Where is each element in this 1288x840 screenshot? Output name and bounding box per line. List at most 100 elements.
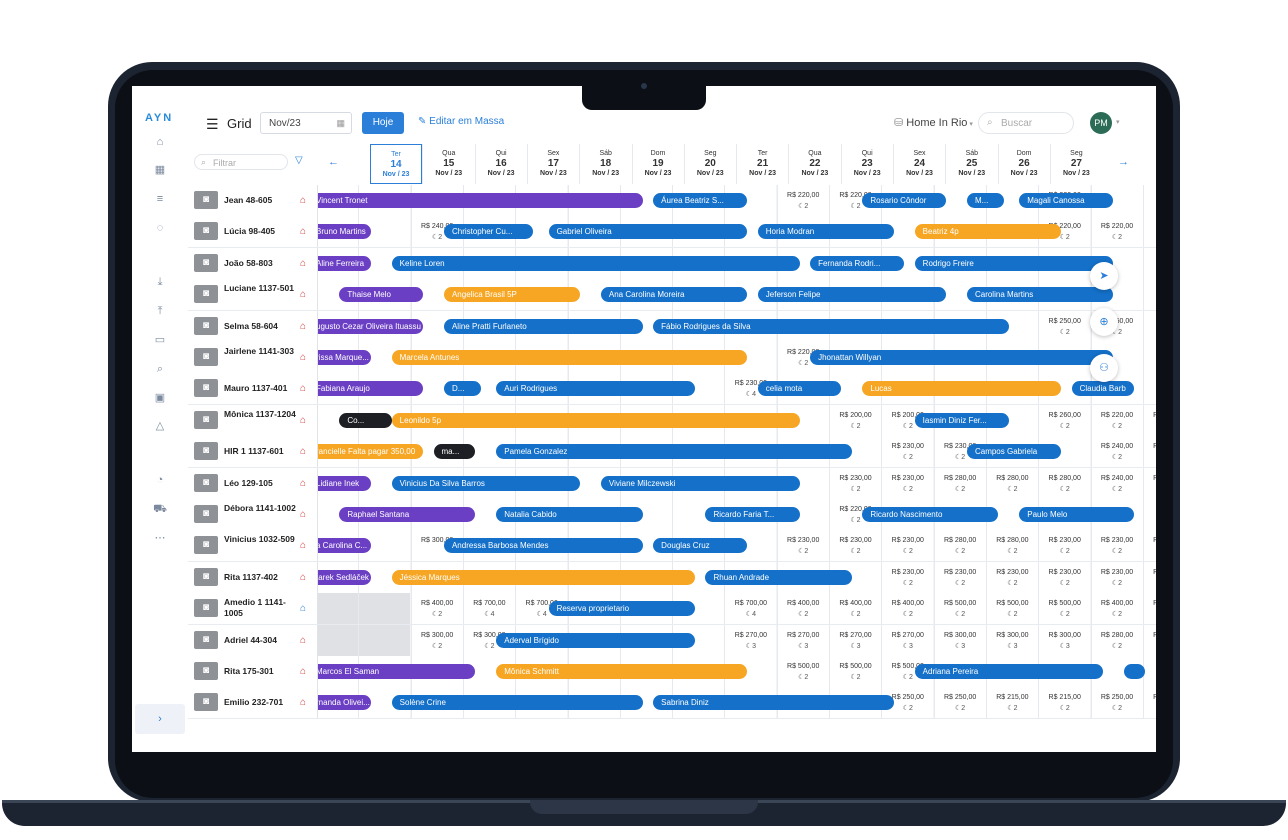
day-cell[interactable]: R$ 500,00 ☾2 — [985, 593, 1038, 625]
reservation-bar[interactable]: Áurea Beatriz S... — [653, 193, 748, 208]
reservation-bar[interactable]: a Carolina C... — [308, 538, 371, 554]
reservation-bar[interactable]: Marcela Antunes — [391, 350, 748, 365]
list-icon[interactable]: ≡ — [156, 193, 164, 205]
day-cell[interactable]: R$ 300,00 ☾2 — [410, 624, 463, 656]
day-cell[interactable]: R$ 230,00☾2 — [1038, 561, 1091, 593]
reservation-bar[interactable]: Ricardo Nascimento — [862, 507, 999, 522]
reservation-bar[interactable]: Rhuan Andrade — [705, 569, 852, 585]
reservation-bar[interactable]: Angelica Brasil 5P — [443, 287, 580, 303]
reservation-bar[interactable]: rnanda Olivei... — [308, 695, 371, 711]
unit-cell[interactable]: ◙ Adriel 44-304 ⌂ — [188, 624, 318, 656]
chat-icon[interactable]: ◌ — [156, 222, 164, 234]
day-cell[interactable]: R$ 500,00 ☾2 — [829, 656, 881, 687]
bulk-edit-button[interactable]: ✎ Editar em Massa — [418, 116, 504, 127]
day-cell[interactable]: R$ 280,00 ☾2 — [933, 530, 986, 562]
search-input[interactable]: ⌕ Buscar — [978, 112, 1074, 134]
camera-icon[interactable]: ◙ — [194, 505, 218, 523]
camera-icon[interactable]: ◙ — [194, 285, 218, 304]
reservation-bar[interactable]: Paulo Melo — [1019, 507, 1135, 522]
reservation-bar[interactable]: Douglas Cruz — [653, 538, 748, 554]
day-cell[interactable]: R$ 240,00 ☾2 — [1142, 467, 1156, 499]
day-header-23[interactable]: Qui 23 Nov / 23 — [840, 144, 893, 184]
reservation-bar[interactable]: Aline Pratti Furlaneto — [443, 318, 643, 334]
day-cell[interactable]: R$ 700,00 ☾4 — [724, 593, 777, 625]
reservation-bar[interactable]: Campos Gabriela — [966, 444, 1062, 460]
day-header-14[interactable]: Ter 14 Nov / 23 — [370, 144, 422, 184]
day-cell[interactable]: R$ 230,00☾2 — [1038, 530, 1091, 562]
camera-icon[interactable]: ◙ — [194, 599, 218, 618]
pie-chart-icon[interactable]: ◔ — [156, 474, 164, 486]
camera-icon[interactable]: ◙ — [194, 567, 218, 586]
day-cell[interactable]: R$ 220,00 ☾2 — [1090, 216, 1143, 248]
reservation-bar[interactable]: celia mota — [757, 381, 842, 397]
camera-icon[interactable]: ◙ — [194, 410, 218, 429]
day-cell[interactable]: R$ 270,00 ☾3 — [724, 624, 777, 656]
reservation-bar[interactable]: Andressa Barbosa Mendes — [443, 538, 643, 554]
day-cell[interactable]: R$ 270,00 ☾3 — [829, 624, 881, 656]
month-picker[interactable]: Nov/23 ▦ — [260, 112, 352, 134]
day-cell[interactable]: R$ 230,00☾2 — [985, 561, 1038, 593]
day-cell[interactable]: R$ 280,00 ☾2 — [1090, 624, 1143, 656]
users-icon[interactable]: ⚇ — [1090, 354, 1118, 382]
day-cell[interactable]: R$ 400,00☾2 — [410, 593, 463, 625]
day-header-20[interactable]: Seg 20 Nov / 23 — [683, 144, 736, 184]
day-cell[interactable]: R$ 500,00 ☾2 — [776, 656, 829, 687]
day-cell[interactable]: R$ 215,00 ☾2 — [985, 687, 1038, 719]
day-cell[interactable] — [1142, 342, 1156, 373]
search-icon[interactable]: ⌕ — [156, 363, 164, 375]
camera-icon[interactable]: ◙ — [194, 442, 218, 461]
day-header-17[interactable]: Sex 17 Nov / 23 — [526, 144, 579, 184]
day-cell[interactable] — [358, 593, 411, 625]
day-cell[interactable]: R$ 230,00☾2 — [1142, 530, 1156, 562]
day-cell[interactable]: R$ 400,00☾2 — [776, 593, 829, 625]
reservation-bar[interactable]: ma... — [433, 444, 476, 460]
day-cell[interactable]: R$ 270,00 ☾3 — [881, 624, 934, 656]
home-icon[interactable]: ⌂ — [156, 136, 164, 148]
camera-icon[interactable]: ◙ — [194, 222, 218, 241]
reservation-bar[interactable]: Fernanda Rodri... — [810, 255, 905, 271]
day-cell[interactable]: R$ 270,00 ☾3 — [776, 624, 829, 656]
unit-cell[interactable]: ◙ Rita 1137-402 ⌂ — [188, 561, 318, 593]
day-cell[interactable]: R$ 300,00 ☾3 — [1038, 624, 1091, 656]
day-header-15[interactable]: Qua 15 Nov / 23 — [422, 144, 474, 184]
reservation-bar[interactable]: Co... — [339, 412, 392, 428]
reservation-bar[interactable]: Vincent Tronet — [308, 193, 643, 208]
camera-icon[interactable]: ◙ — [194, 630, 218, 649]
day-cell[interactable] — [1142, 279, 1156, 311]
day-cell[interactable] — [1142, 247, 1156, 279]
add-icon[interactable]: ⊕ — [1090, 308, 1118, 336]
unit-cell[interactable]: ◙ Luciane 1137-501 ⌂ — [188, 279, 318, 311]
avatar[interactable]: PM — [1090, 112, 1112, 134]
day-header-19[interactable]: Dom 19 Nov / 23 — [631, 144, 684, 184]
day-cell[interactable] — [1142, 373, 1156, 405]
day-cell[interactable]: R$ 230,00☾2 — [881, 561, 934, 593]
day-cell[interactable]: R$ 400,00☾2 — [1142, 593, 1156, 625]
day-cell[interactable]: R$ 220,00 ☾2 — [776, 185, 829, 216]
reservation-bar[interactable]: Magali Canossa — [1019, 193, 1114, 208]
day-cell[interactable]: R$ 400,00☾2 — [829, 593, 881, 625]
camera-icon[interactable]: ◙ — [194, 473, 218, 492]
reservation-bar[interactable]: Iasmin Diniz Fer... — [914, 412, 1009, 428]
day-header-26[interactable]: Dom 26 Nov / 23 — [997, 144, 1050, 184]
day-cell[interactable]: R$ 250,00 ☾2 — [1090, 687, 1143, 719]
day-cell[interactable]: R$ 230,00☾2 — [881, 436, 934, 468]
book-icon[interactable]: ▭ — [154, 334, 166, 346]
day-header-18[interactable]: Sáb 18 Nov / 23 — [579, 144, 631, 184]
reservation-bar[interactable]: Carolina Martins — [966, 287, 1114, 303]
send-icon[interactable]: ➤ — [1090, 262, 1118, 290]
reservation-bar[interactable]: Ricardo Faria T... — [705, 507, 800, 522]
reservation-bar[interactable]: Solène Crine — [391, 695, 643, 711]
reservation-bar[interactable]: Reserva proprietario — [548, 601, 696, 617]
reservation-bar[interactable]: Jéssica Marques — [391, 569, 695, 585]
unit-cell[interactable]: ◙ Rita 175-301 ⌂ — [188, 656, 318, 687]
reservation-bar[interactable]: Natalia Cabido — [496, 507, 643, 522]
reservation-bar[interactable]: Keline Loren — [391, 255, 800, 271]
reservation-bar[interactable]: Aderval Brígido — [496, 632, 695, 648]
day-cell[interactable]: R$ 240,00 ☾2 — [1090, 467, 1143, 499]
day-header-22[interactable]: Qua 22 Nov / 23 — [788, 144, 840, 184]
reservation-bar[interactable]: Sabrina Diniz — [653, 695, 894, 711]
reservation-bar[interactable]: Thaise Melo — [339, 287, 424, 303]
unit-cell[interactable]: ◙ Emilio 232-701 ⌂ — [188, 687, 318, 719]
calendar-icon[interactable]: ▣ — [154, 392, 166, 404]
reservation-bar[interactable]: Jhonattan Willyan — [810, 350, 1114, 365]
